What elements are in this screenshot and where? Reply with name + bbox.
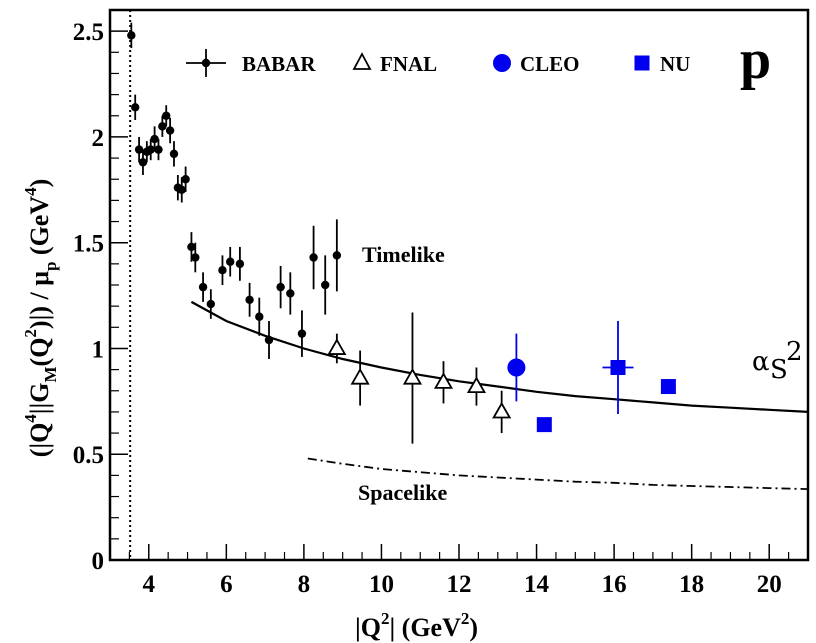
babar-point xyxy=(255,312,264,321)
alpha-s2-label: α S 2 xyxy=(752,337,803,385)
x-title-part: | (GeV xyxy=(389,613,461,642)
y-tick-label: 2 xyxy=(92,125,105,152)
corner-label: p xyxy=(740,29,771,91)
babar-point xyxy=(138,158,148,167)
babar-point xyxy=(158,122,167,131)
nu-point xyxy=(610,360,626,375)
y-tick-label: 1.5 xyxy=(73,231,104,258)
alpha-s-squared-curve xyxy=(190,300,809,413)
babar-point xyxy=(297,329,307,338)
babar-point xyxy=(286,289,295,298)
x-tick-label: 20 xyxy=(757,571,782,598)
babar-point xyxy=(218,265,227,275)
nu-point xyxy=(660,379,676,395)
x-tick-label: 6 xyxy=(220,571,233,598)
nu-point xyxy=(536,417,552,433)
babar-point xyxy=(264,335,274,345)
x-tick-label: 16 xyxy=(602,571,627,598)
x-tick-label: 14 xyxy=(524,571,550,598)
babar-point xyxy=(321,280,330,290)
legend-fnal-marker xyxy=(352,52,372,70)
fnal-point xyxy=(433,372,454,389)
plot-frame xyxy=(108,8,810,562)
babar-point xyxy=(181,175,190,184)
babar-point xyxy=(169,149,179,159)
x-axis-title: |Q2| (GeV2) xyxy=(355,609,478,642)
x-tick-labels: 4 6 8 10 12 14 16 18 20 xyxy=(143,571,782,598)
babar-point xyxy=(131,103,140,112)
y-axis-title: (|Q4||GM(Q2)|) / μp (GeV4) xyxy=(21,179,60,458)
cleo-point xyxy=(507,358,526,377)
x-tick-label: 8 xyxy=(298,571,311,598)
babar-point xyxy=(154,145,163,154)
axis-ticks xyxy=(110,30,809,561)
y-title-sub: M xyxy=(41,366,60,382)
babar-point xyxy=(165,126,175,135)
fnal-point xyxy=(327,338,347,355)
fnal-point xyxy=(492,401,512,419)
babar-point xyxy=(150,134,159,144)
timelike-label: Timelike xyxy=(362,242,445,267)
y-title-part: ) xyxy=(25,179,54,188)
fnal-point xyxy=(402,367,423,385)
fnal-point xyxy=(466,376,487,394)
babar-point xyxy=(198,282,208,292)
babar-point xyxy=(226,257,235,266)
y-title-part: ||G xyxy=(25,383,54,415)
x-tick-label: 12 xyxy=(447,571,472,598)
data-points xyxy=(127,22,676,444)
y-title-sup: 4 xyxy=(21,414,40,423)
y-title-sup: 4 xyxy=(21,187,40,196)
x-title-part: ) xyxy=(469,613,478,642)
x-tick-label: 4 xyxy=(143,571,156,598)
legend-babar-label: BABAR xyxy=(242,52,316,76)
x-title-part: |Q xyxy=(355,613,381,642)
legend-babar-marker xyxy=(201,58,211,68)
legend-cleo-marker xyxy=(493,54,511,72)
babar-point xyxy=(206,299,216,309)
alpha-sub: S xyxy=(770,355,788,385)
alpha-sup: 2 xyxy=(786,337,803,367)
y-tick-labels: 0 0.5 1 1.5 2 2.5 xyxy=(73,19,104,575)
x-tick-label: 10 xyxy=(369,571,394,598)
legend-fnal-label: FNAL xyxy=(380,52,437,76)
y-title-part: (GeV xyxy=(25,196,54,262)
babar-point xyxy=(162,111,171,120)
babar-point xyxy=(309,253,318,262)
legend-cleo-label: CLEO xyxy=(520,52,580,76)
babar-point xyxy=(332,251,342,260)
x-title-sup: 2 xyxy=(381,609,390,628)
babar-point xyxy=(134,145,144,154)
fnal-point xyxy=(350,367,370,385)
babar-point xyxy=(276,282,285,292)
legend: BABAR FNAL CLEO NU xyxy=(186,49,690,77)
babar-point xyxy=(127,31,136,40)
y-tick-label: 1 xyxy=(92,336,105,363)
y-title-sup: 2 xyxy=(21,329,40,338)
spacelike-curve xyxy=(307,457,809,490)
babar-point xyxy=(146,145,155,154)
y-title-part: (Q xyxy=(25,338,54,367)
babar-point xyxy=(191,253,200,262)
y-title-part: )|) / μ xyxy=(25,271,54,329)
babar-point xyxy=(245,295,254,305)
y-title-part: (|Q xyxy=(25,423,54,458)
x-tick-label: 18 xyxy=(679,571,704,598)
y-tick-label: 2.5 xyxy=(73,19,104,46)
y-tick-label: 0.5 xyxy=(73,442,104,469)
y-tick-label: 0 xyxy=(92,548,105,575)
x-title-sup: 2 xyxy=(461,609,470,628)
y-title-sub: p xyxy=(41,262,60,271)
legend-nu-marker xyxy=(634,55,650,71)
babar-point xyxy=(235,259,245,269)
spacelike-label: Spacelike xyxy=(358,480,447,505)
legend-nu-label: NU xyxy=(660,52,690,76)
babar-point xyxy=(187,242,196,252)
alpha-base: α xyxy=(752,347,770,377)
babar-point xyxy=(177,185,186,195)
